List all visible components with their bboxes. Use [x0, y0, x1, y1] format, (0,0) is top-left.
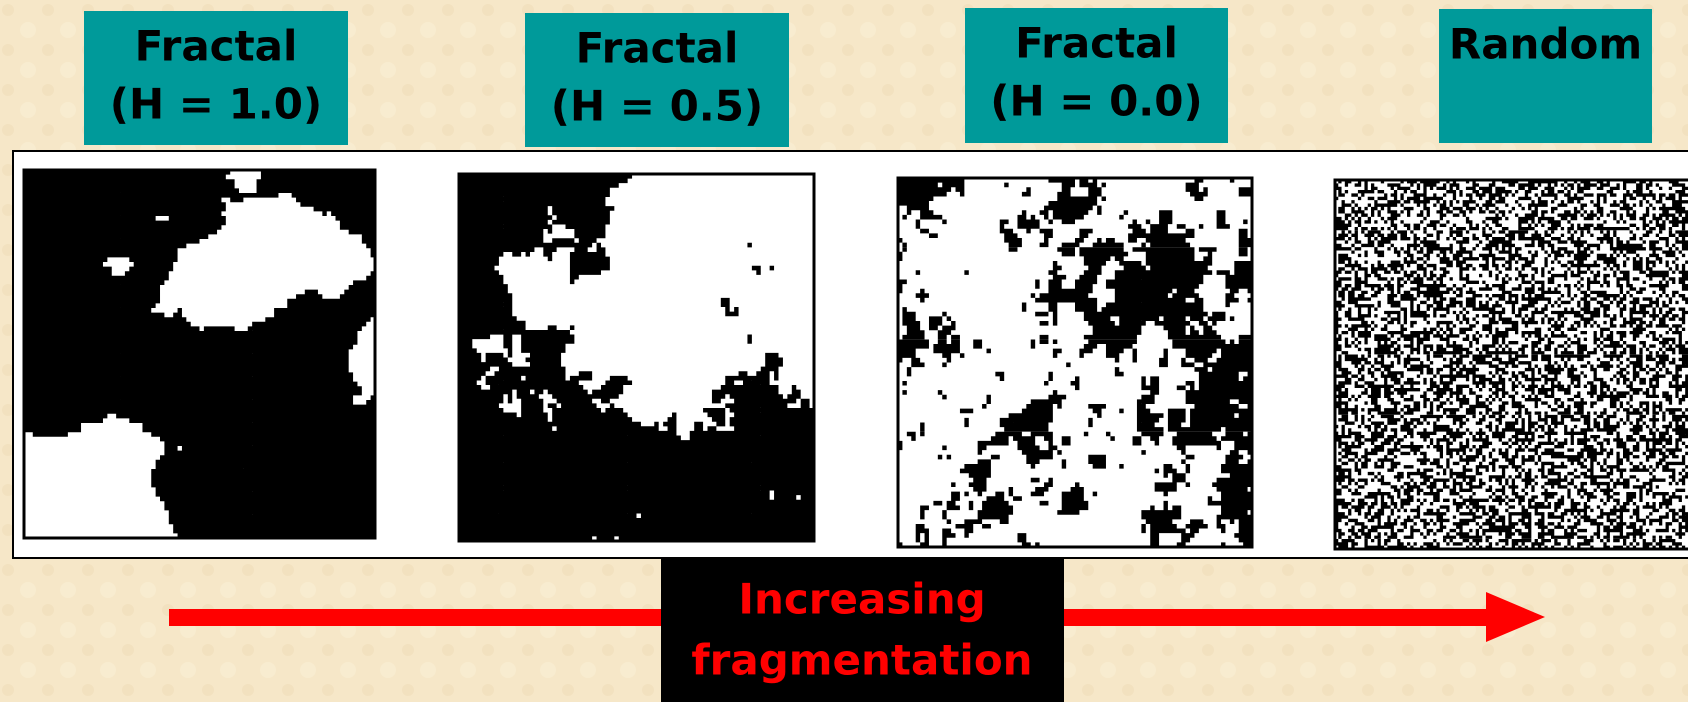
page: Fractal (H = 1.0) Fractal (H = 0.5) Fractal (…: [0, 0, 1688, 702]
panel-label: Fractal: [1015, 19, 1178, 68]
arrow-label: Increasing: [738, 575, 985, 624]
arrow-label: fragmentation: [691, 636, 1032, 685]
slide: Fractal (H = 1.0) Fractal (H = 0.5) Fractal (…: [0, 0, 1688, 702]
panel-label: (H = 0.5): [551, 82, 763, 131]
panel-label: (H = 1.0): [110, 80, 322, 129]
panel-label: Fractal: [135, 22, 298, 71]
panel-label: (H = 0.0): [990, 77, 1202, 126]
panel-label: Random: [1449, 20, 1642, 69]
panel-label: Fractal: [576, 24, 739, 73]
